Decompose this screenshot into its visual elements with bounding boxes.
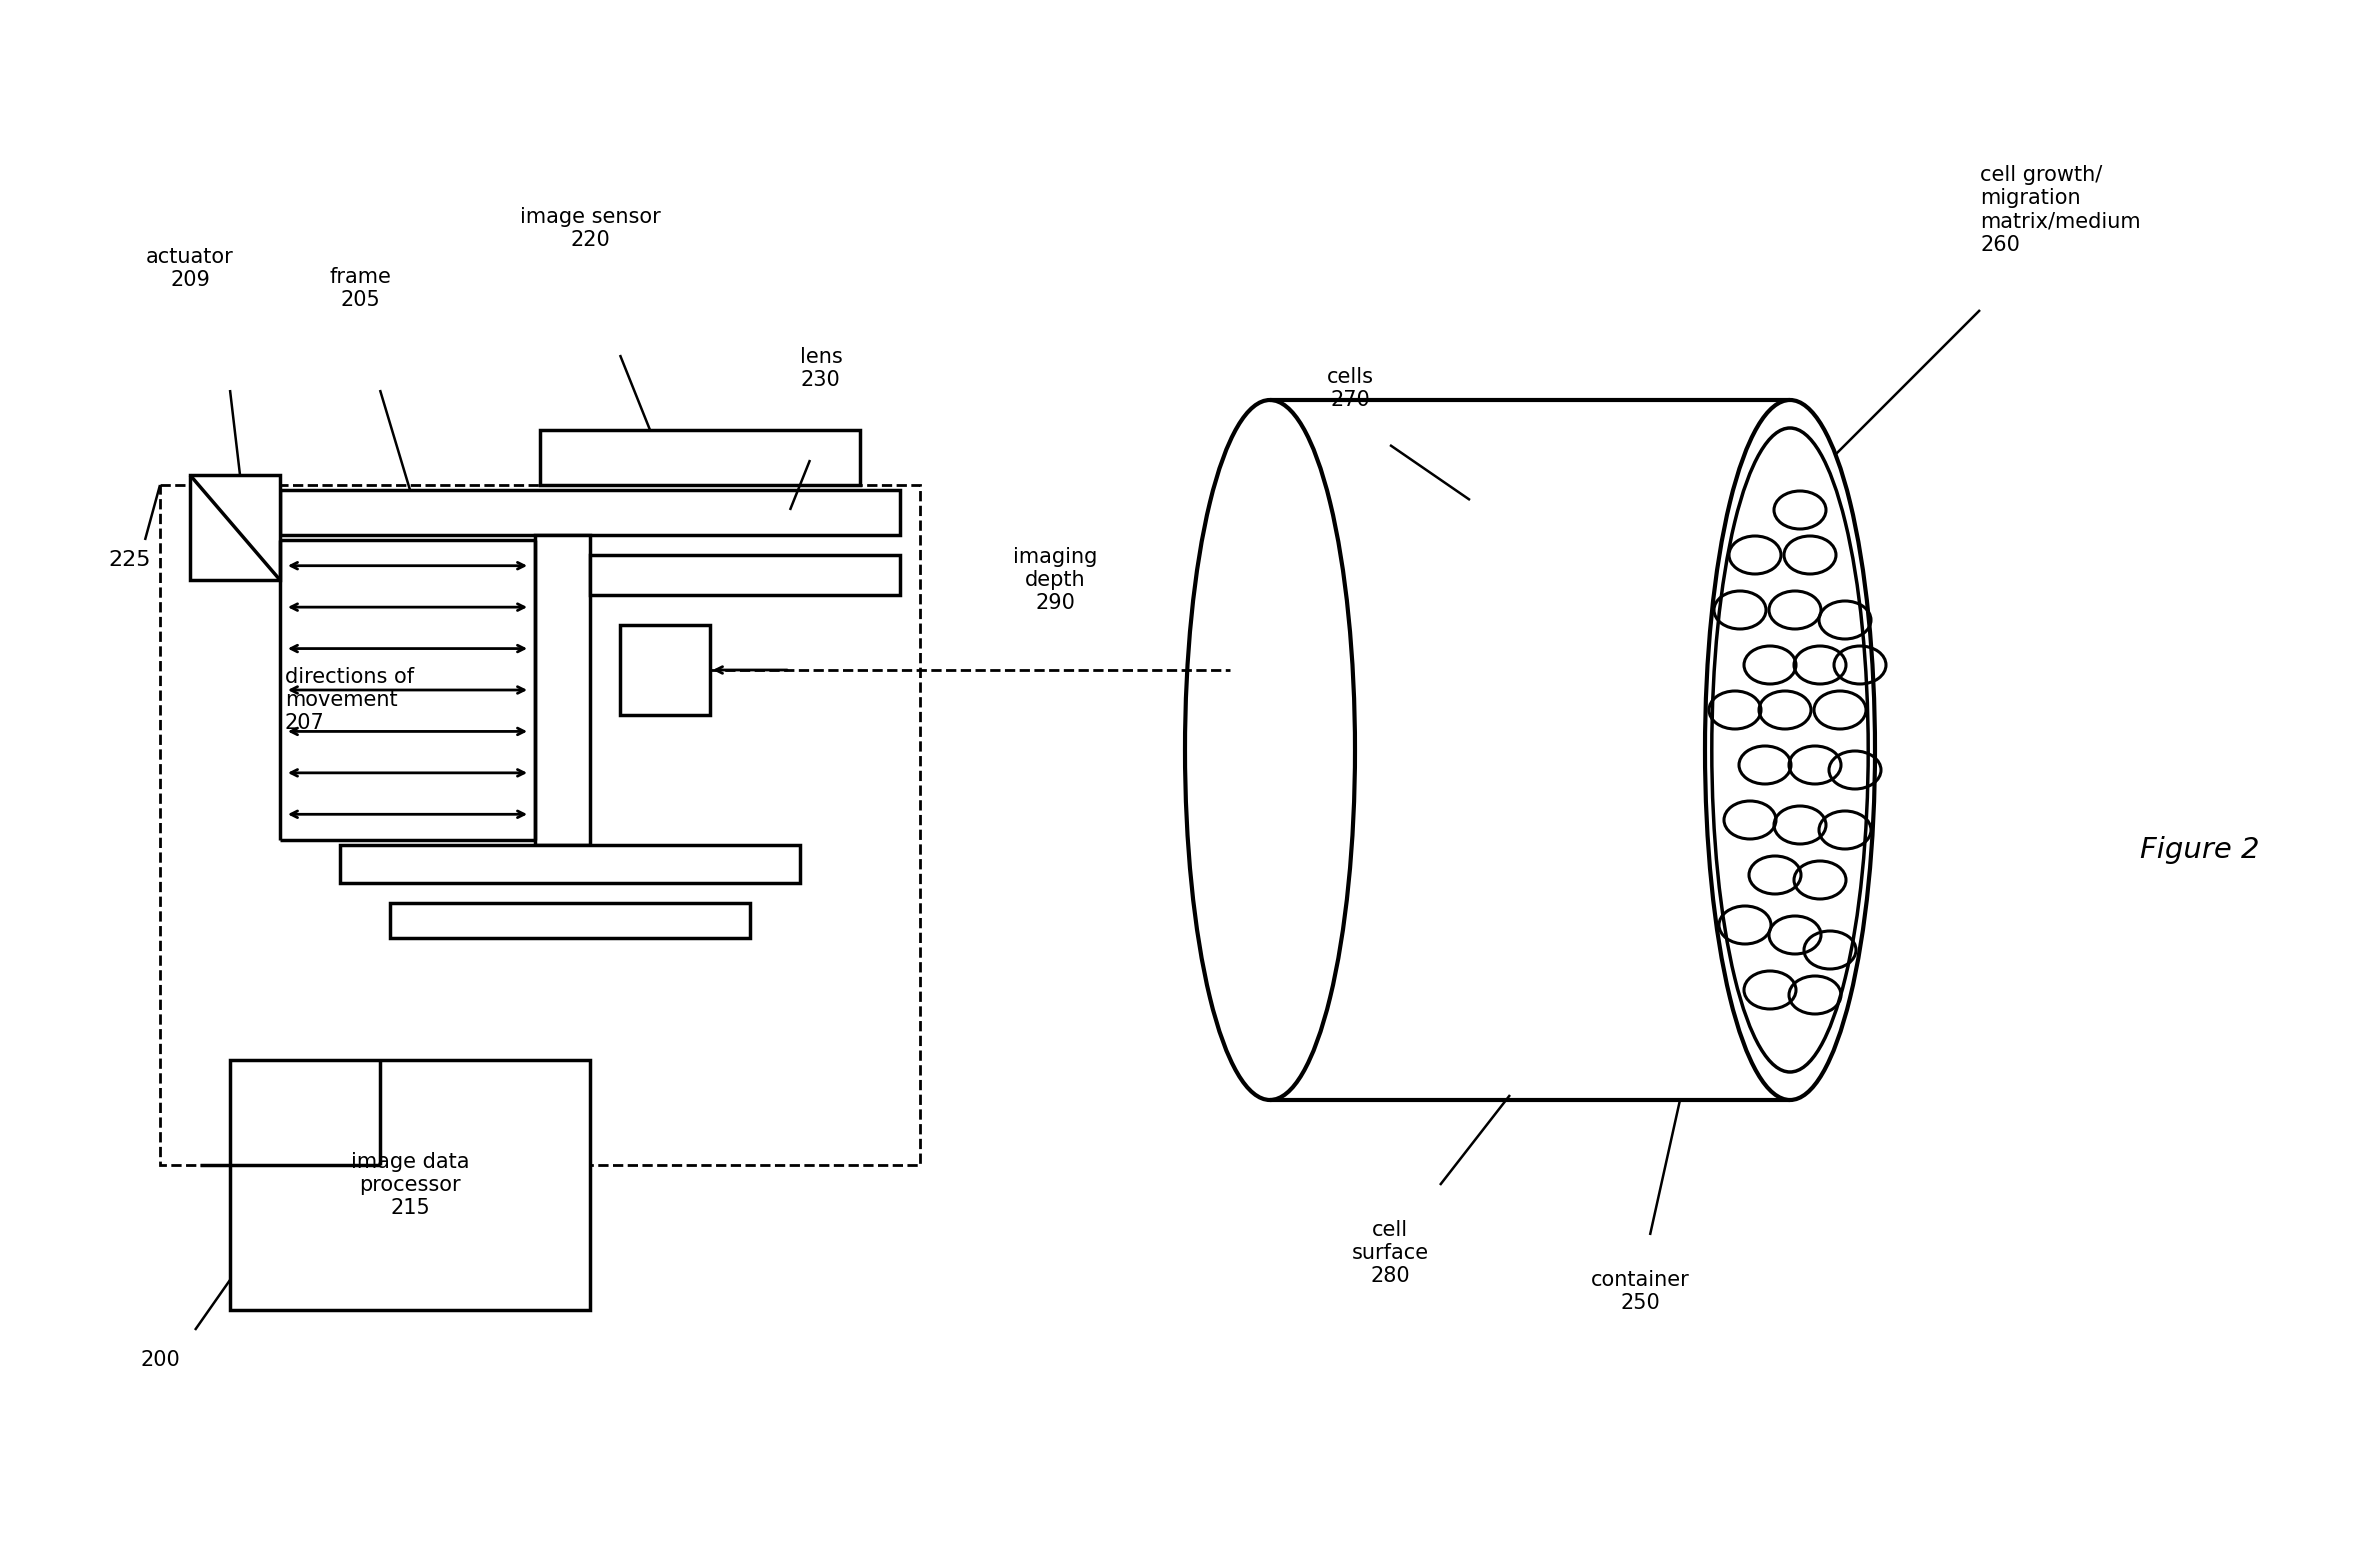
Text: directions of
movement
207: directions of movement 207 (285, 667, 413, 734)
Text: Figure 2: Figure 2 (2141, 837, 2260, 865)
Bar (339, 844, 800, 883)
Text: cells
270: cells 270 (1327, 366, 1375, 410)
Text: frame
205: frame 205 (330, 266, 392, 310)
Bar (534, 534, 591, 844)
Text: container
250: container 250 (1591, 1270, 1690, 1313)
Text: 225: 225 (109, 550, 152, 570)
Ellipse shape (1705, 400, 1875, 1100)
Text: image data
processor
215: image data processor 215 (351, 1151, 470, 1218)
Text: cell
surface
280: cell surface 280 (1351, 1220, 1429, 1287)
Bar (190, 475, 280, 580)
Text: image sensor
220: image sensor 220 (520, 207, 660, 249)
Bar (230, 1059, 591, 1310)
Text: cell growth/
migration
matrix/medium
260: cell growth/ migration matrix/medium 260 (1980, 165, 2141, 254)
Bar (591, 555, 900, 595)
Text: lens
230: lens 230 (800, 347, 843, 390)
Bar (539, 430, 859, 485)
Ellipse shape (1712, 428, 1868, 1072)
Bar (280, 491, 900, 534)
Text: actuator
209: actuator 209 (147, 246, 235, 290)
Bar (159, 485, 921, 1165)
Text: 200: 200 (140, 1349, 180, 1369)
Bar (620, 625, 710, 715)
Text: imaging
depth
290: imaging depth 290 (1014, 547, 1097, 614)
Bar (389, 904, 750, 938)
